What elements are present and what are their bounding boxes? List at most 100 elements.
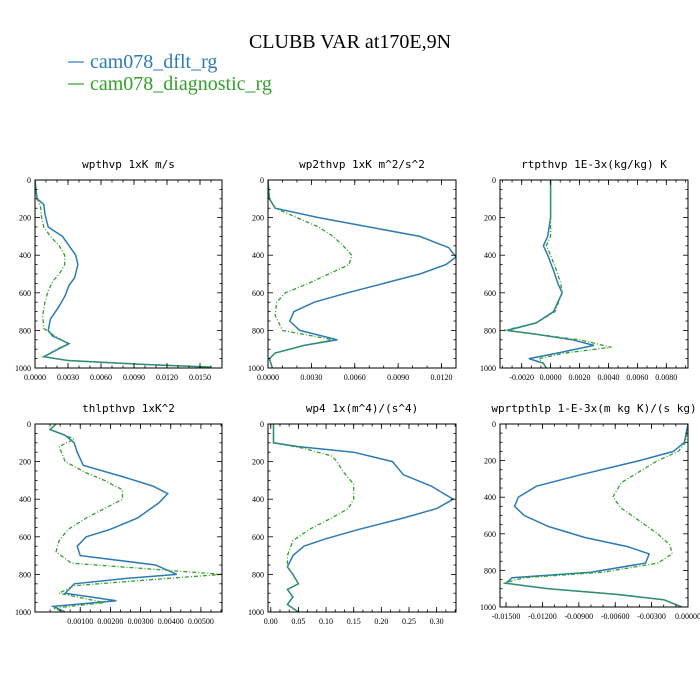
series-line-diagnostic: [504, 180, 612, 368]
y-tick-label: 400: [484, 251, 496, 260]
y-tick-label: 600: [19, 289, 31, 298]
y-tick-label: 400: [252, 251, 264, 260]
x-tick-label: 0.0000: [540, 373, 562, 382]
panel-3: rtpthvp 1E-3x(kg/kg) K 0 200 400 600 800 1000 -…: [480, 158, 689, 382]
x-tick-label: -0.01200: [528, 612, 557, 621]
plot-frame: [499, 423, 689, 608]
y-tick-label: 200: [252, 214, 264, 223]
y-tick-label: 0: [492, 176, 496, 185]
panel-4: thlpthvp 1xK^2 0 200 400 600 800 1000 0.00100 0.…: [15, 402, 223, 626]
y-tick-label: 1000: [248, 364, 264, 373]
x-tick-label: 0.10: [319, 617, 333, 626]
x-tick-label: 0.0060: [90, 373, 112, 382]
series-line-diagnostic: [48, 424, 222, 612]
y-tick-label: 1000: [15, 608, 31, 617]
series-line-diagnostic: [35, 180, 212, 368]
series-line-dflt: [507, 180, 595, 368]
panel-title: rtpthvp 1E-3x(kg/kg) K: [521, 158, 667, 171]
series-line-diagnostic: [268, 180, 353, 368]
y-tick-label: 0: [260, 420, 264, 429]
x-tick-label: 0.00200: [97, 617, 123, 626]
y-tick-label: 0: [492, 420, 496, 429]
plot-frame: [34, 179, 223, 369]
x-tick-label: 0.0120: [431, 373, 453, 382]
x-tick-label: 0.0000: [24, 373, 46, 382]
y-tick-label: 600: [252, 289, 264, 298]
y-tick-label: 0: [260, 176, 264, 185]
series-line-dflt: [48, 424, 178, 612]
series-line-dflt: [504, 424, 688, 607]
x-tick-label: 0.00100: [67, 617, 93, 626]
x-tick-label: 0.0030: [57, 373, 79, 382]
x-tick-label: -0.01500: [492, 612, 521, 621]
x-tick-label: 0.0090: [387, 373, 409, 382]
x-tick-label: 0.0090: [123, 373, 145, 382]
plot-frame: [499, 179, 689, 369]
plot-frame: [267, 423, 457, 613]
y-tick-label: 1000: [480, 364, 496, 373]
y-tick-label: 800: [19, 570, 31, 579]
y-tick-label: 600: [19, 533, 31, 542]
series-line-diagnostic: [272, 424, 355, 612]
y-tick-label: 1000: [15, 364, 31, 373]
y-tick-label: 800: [19, 326, 31, 335]
y-tick-label: 1000: [480, 603, 496, 612]
y-tick-label: 1000: [248, 608, 264, 617]
y-tick-label: 800: [252, 570, 264, 579]
panel-2: wp2thvp 1xK m^2/s^2020040060080010000.00…: [248, 158, 457, 382]
x-tick-label: 0.20: [374, 617, 388, 626]
y-tick-label: 800: [484, 566, 496, 575]
y-tick-label: 800: [484, 326, 496, 335]
series-line-dflt: [272, 424, 455, 612]
y-tick-label: 0: [27, 420, 31, 429]
y-tick-label: 200: [484, 214, 496, 223]
plot-frame: [267, 179, 457, 369]
y-tick-label: 400: [252, 495, 264, 504]
x-tick-label: -0.00900: [565, 612, 594, 621]
series-line-diagnostic: [503, 424, 688, 607]
x-tick-label: 0.05: [291, 617, 305, 626]
panel-6: wprtpthlp 1-E-3x(m kg K)/(s kg) 0 200 400 60…: [480, 402, 700, 621]
x-tick-label: 0.00300: [128, 617, 154, 626]
x-tick-label: -0.00600: [601, 612, 630, 621]
panel-title: wp2thvp 1xK m^2/s^2: [299, 158, 425, 171]
y-tick-label: 400: [19, 251, 31, 260]
legend-label-diagnostic: cam078_diagnostic_rg: [90, 73, 272, 95]
x-tick-label: 0.25: [402, 617, 416, 626]
x-tick-label: 0.00400: [158, 617, 184, 626]
x-tick-label: 0.30: [430, 617, 444, 626]
x-tick-label: 0.00500: [188, 617, 214, 626]
y-tick-label: 200: [19, 214, 31, 223]
y-tick-label: 400: [484, 493, 496, 502]
x-tick-label: 0.15: [347, 617, 361, 626]
x-tick-label: -0.0020: [509, 373, 534, 382]
panel-title: wp4 1x(m^4)/(s^4): [306, 402, 419, 415]
y-tick-label: 400: [19, 495, 31, 504]
x-tick-label: 0.0040: [597, 373, 619, 382]
x-tick-label: 0.0000: [257, 373, 279, 382]
y-tick-label: 200: [484, 457, 496, 466]
y-tick-label: 600: [252, 533, 264, 542]
figure-title: CLUBB VAR at170E,9N: [249, 31, 451, 53]
x-tick-label: 0.0120: [156, 373, 178, 382]
y-tick-label: 0: [27, 176, 31, 185]
panel-title: thlpthvp 1xK^2: [82, 402, 175, 415]
series-line-dflt: [35, 180, 212, 368]
x-tick-label: 0.0080: [655, 373, 677, 382]
panel-title: wprtpthlp 1-E-3x(m kg K)/(s kg): [491, 402, 696, 415]
legend-label-dflt: cam078_dflt_rg: [90, 51, 217, 73]
y-tick-label: 600: [484, 530, 496, 539]
x-tick-label: 0.0030: [300, 373, 322, 382]
x-tick-label: 0.00000: [675, 612, 700, 621]
y-tick-label: 800: [252, 326, 264, 335]
y-tick-label: 200: [19, 458, 31, 467]
x-tick-label: 0.00: [264, 617, 278, 626]
series-line-dflt: [268, 180, 456, 368]
x-tick-label: -0.00300: [637, 612, 666, 621]
plot-frame: [34, 423, 223, 613]
x-tick-label: 0.0060: [626, 373, 648, 382]
